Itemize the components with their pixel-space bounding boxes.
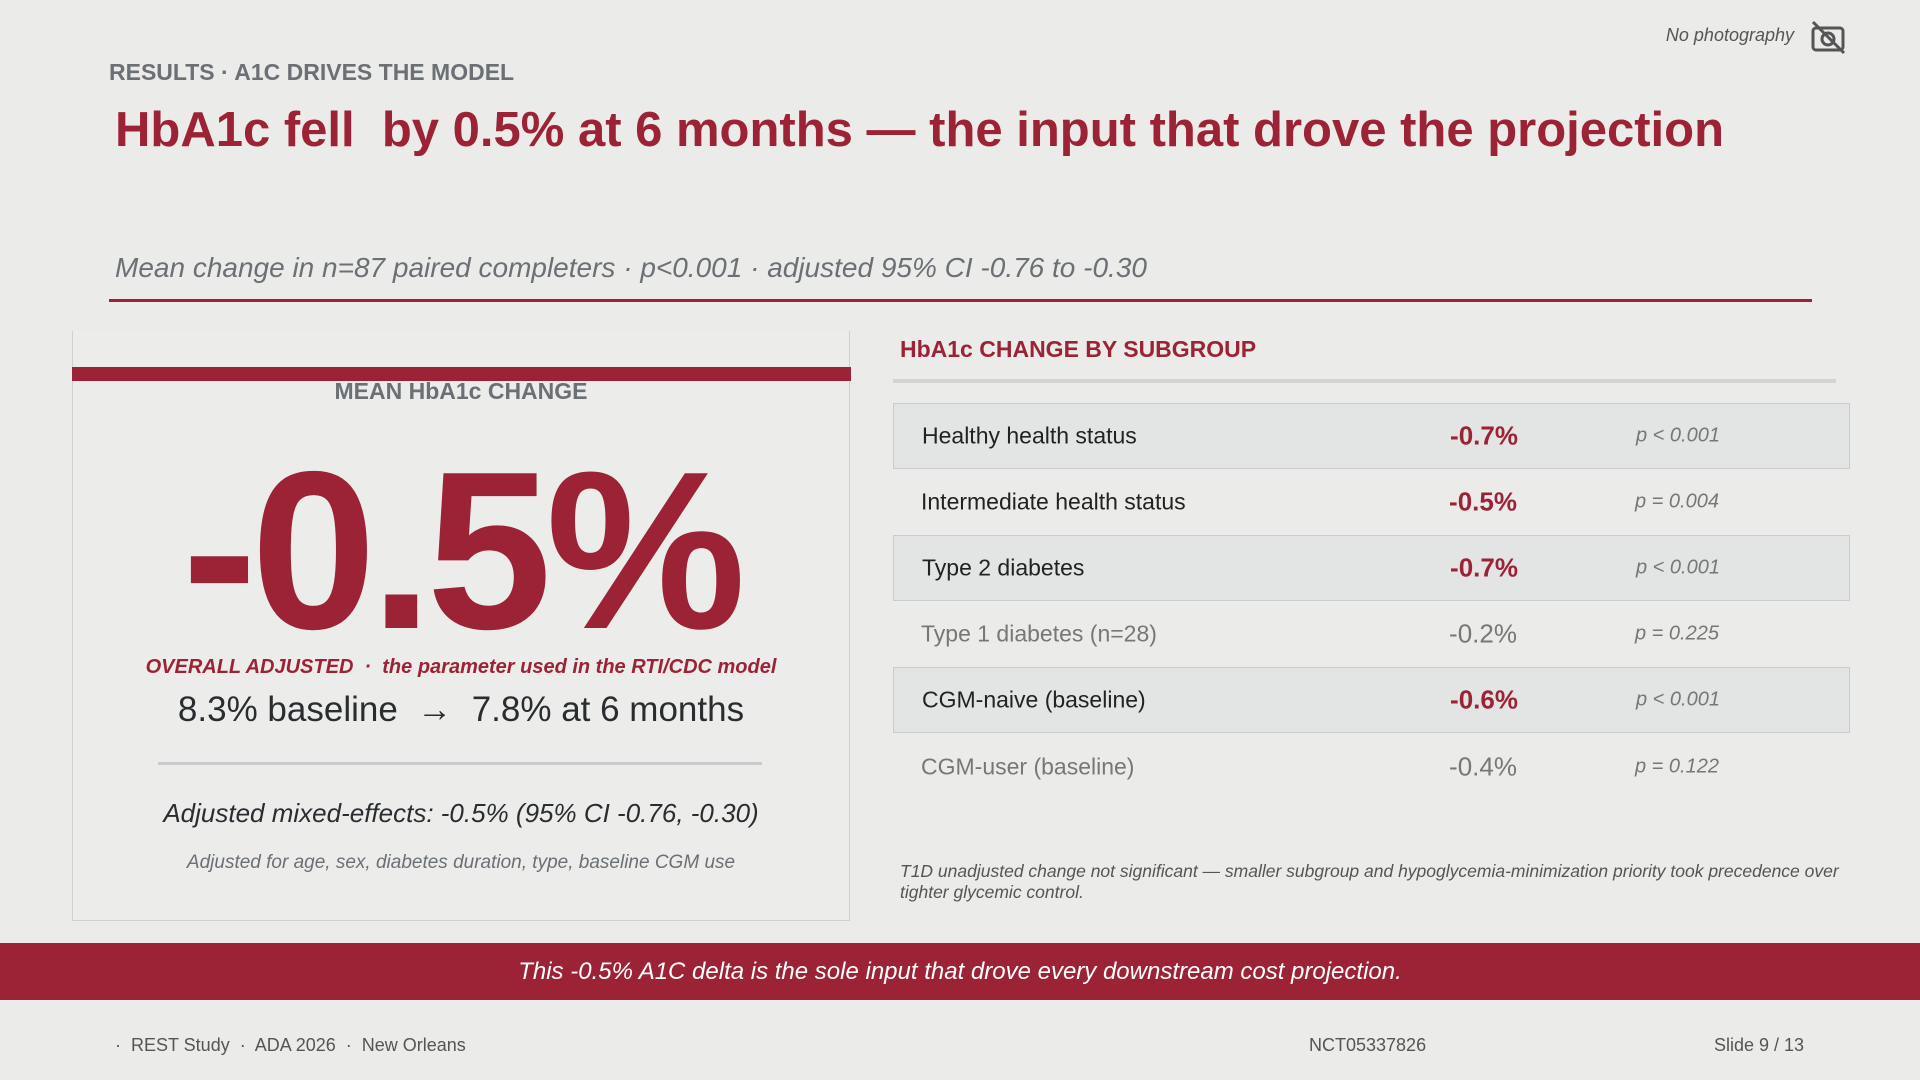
banner-text: This -0.5% A1C delta is the sole input t… bbox=[518, 958, 1402, 985]
row-label: Healthy health status bbox=[922, 422, 1137, 449]
table-row: Intermediate health status -0.5% p = 0.004 bbox=[893, 469, 1850, 535]
card-top-bar bbox=[71, 367, 851, 381]
footer-study: · REST Study · ADA 2026 · New Orleans bbox=[115, 1035, 466, 1055]
divider bbox=[109, 299, 1812, 302]
table-row: Type 1 diabetes (n=28) -0.2% p = 0.225 bbox=[893, 601, 1850, 667]
camera-note: No photography bbox=[1665, 25, 1794, 45]
row-value: -0.5% bbox=[1449, 486, 1517, 517]
baseline: 8.3% baseline → 7.8% at 6 months bbox=[177, 690, 745, 729]
table-row: Type 2 diabetes -0.7% p < 0.001 bbox=[893, 535, 1850, 601]
footer-trial-id: NCT05337826 bbox=[1309, 1035, 1427, 1055]
card-divider bbox=[158, 762, 762, 765]
row-label: CGM-naive (baseline) bbox=[922, 686, 1146, 713]
row-label: Type 1 diabetes (n=28) bbox=[921, 620, 1157, 647]
row-p: p < 0.001 bbox=[1636, 556, 1720, 579]
card-label: MEAN HbA1c CHANGE bbox=[334, 378, 588, 404]
row-p: p = 0.122 bbox=[1635, 755, 1719, 778]
model-note: Adjusted mixed-effects: -0.5% (95% CI -0… bbox=[163, 798, 759, 828]
row-value: -0.2% bbox=[1449, 618, 1517, 649]
row-p: p < 0.001 bbox=[1636, 424, 1720, 447]
row-value: -0.7% bbox=[1450, 552, 1518, 583]
no-camera-icon bbox=[1811, 20, 1846, 55]
row-p: p < 0.001 bbox=[1636, 688, 1720, 711]
row-label: Intermediate health status bbox=[921, 488, 1186, 515]
row-label: Type 2 diabetes bbox=[922, 554, 1085, 581]
table-footnote: T1D unadjusted change not significant — … bbox=[900, 861, 1839, 902]
table-title: HbA1c CHANGE BY SUBGROUP bbox=[900, 336, 1257, 362]
title: HbA1c fell by 0.5% at 6 months — the inp… bbox=[115, 103, 1725, 157]
table-row: Healthy health status -0.7% p < 0.001 bbox=[893, 403, 1850, 469]
card-caption: OVERALL ADJUSTED · the parameter used in… bbox=[145, 656, 777, 678]
banner bbox=[0, 943, 1920, 1000]
row-label: CGM-user (baseline) bbox=[921, 753, 1135, 780]
row-value: -0.4% bbox=[1449, 751, 1517, 782]
eyebrow: RESULTS · A1C DRIVES THE MODEL bbox=[109, 59, 515, 85]
table-row: CGM-naive (baseline) -0.6% p < 0.001 bbox=[893, 667, 1850, 733]
row-value: -0.6% bbox=[1450, 684, 1518, 715]
row-p: p = 0.225 bbox=[1635, 622, 1719, 645]
row-p: p = 0.004 bbox=[1635, 490, 1719, 513]
summary-card bbox=[71, 331, 851, 921]
adjustment-note: Adjusted for age, sex, diabetes duration… bbox=[186, 852, 736, 873]
big-value: -0.5% bbox=[182, 424, 746, 676]
table-row: CGM-user (baseline) -0.4% p = 0.122 bbox=[893, 734, 1850, 800]
row-value: -0.7% bbox=[1450, 420, 1518, 451]
subtitle: Mean change in n=87 paired completers · … bbox=[115, 252, 1147, 283]
table-divider bbox=[893, 379, 1836, 383]
footer-slide: Slide 9 / 13 bbox=[1714, 1035, 1805, 1055]
